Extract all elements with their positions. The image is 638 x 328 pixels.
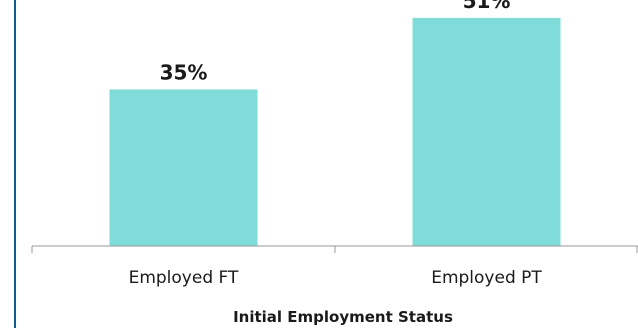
x-axis <box>31 245 638 253</box>
bars-group <box>109 17 561 246</box>
x-tick-label: Employed PT <box>431 268 542 288</box>
data-labels-group: 35% 51% <box>160 0 511 84</box>
bar-employed-ft <box>109 89 258 246</box>
bar-employed-pt <box>412 17 561 246</box>
data-label: 51% <box>463 0 511 13</box>
x-tick-label: Employed FT <box>129 268 239 288</box>
x-tick-labels-group: Employed FT Employed PT <box>129 268 543 288</box>
x-axis-title: Initial Employment Status <box>233 308 453 326</box>
left-border-rule <box>14 0 16 328</box>
data-label: 35% <box>160 60 208 84</box>
